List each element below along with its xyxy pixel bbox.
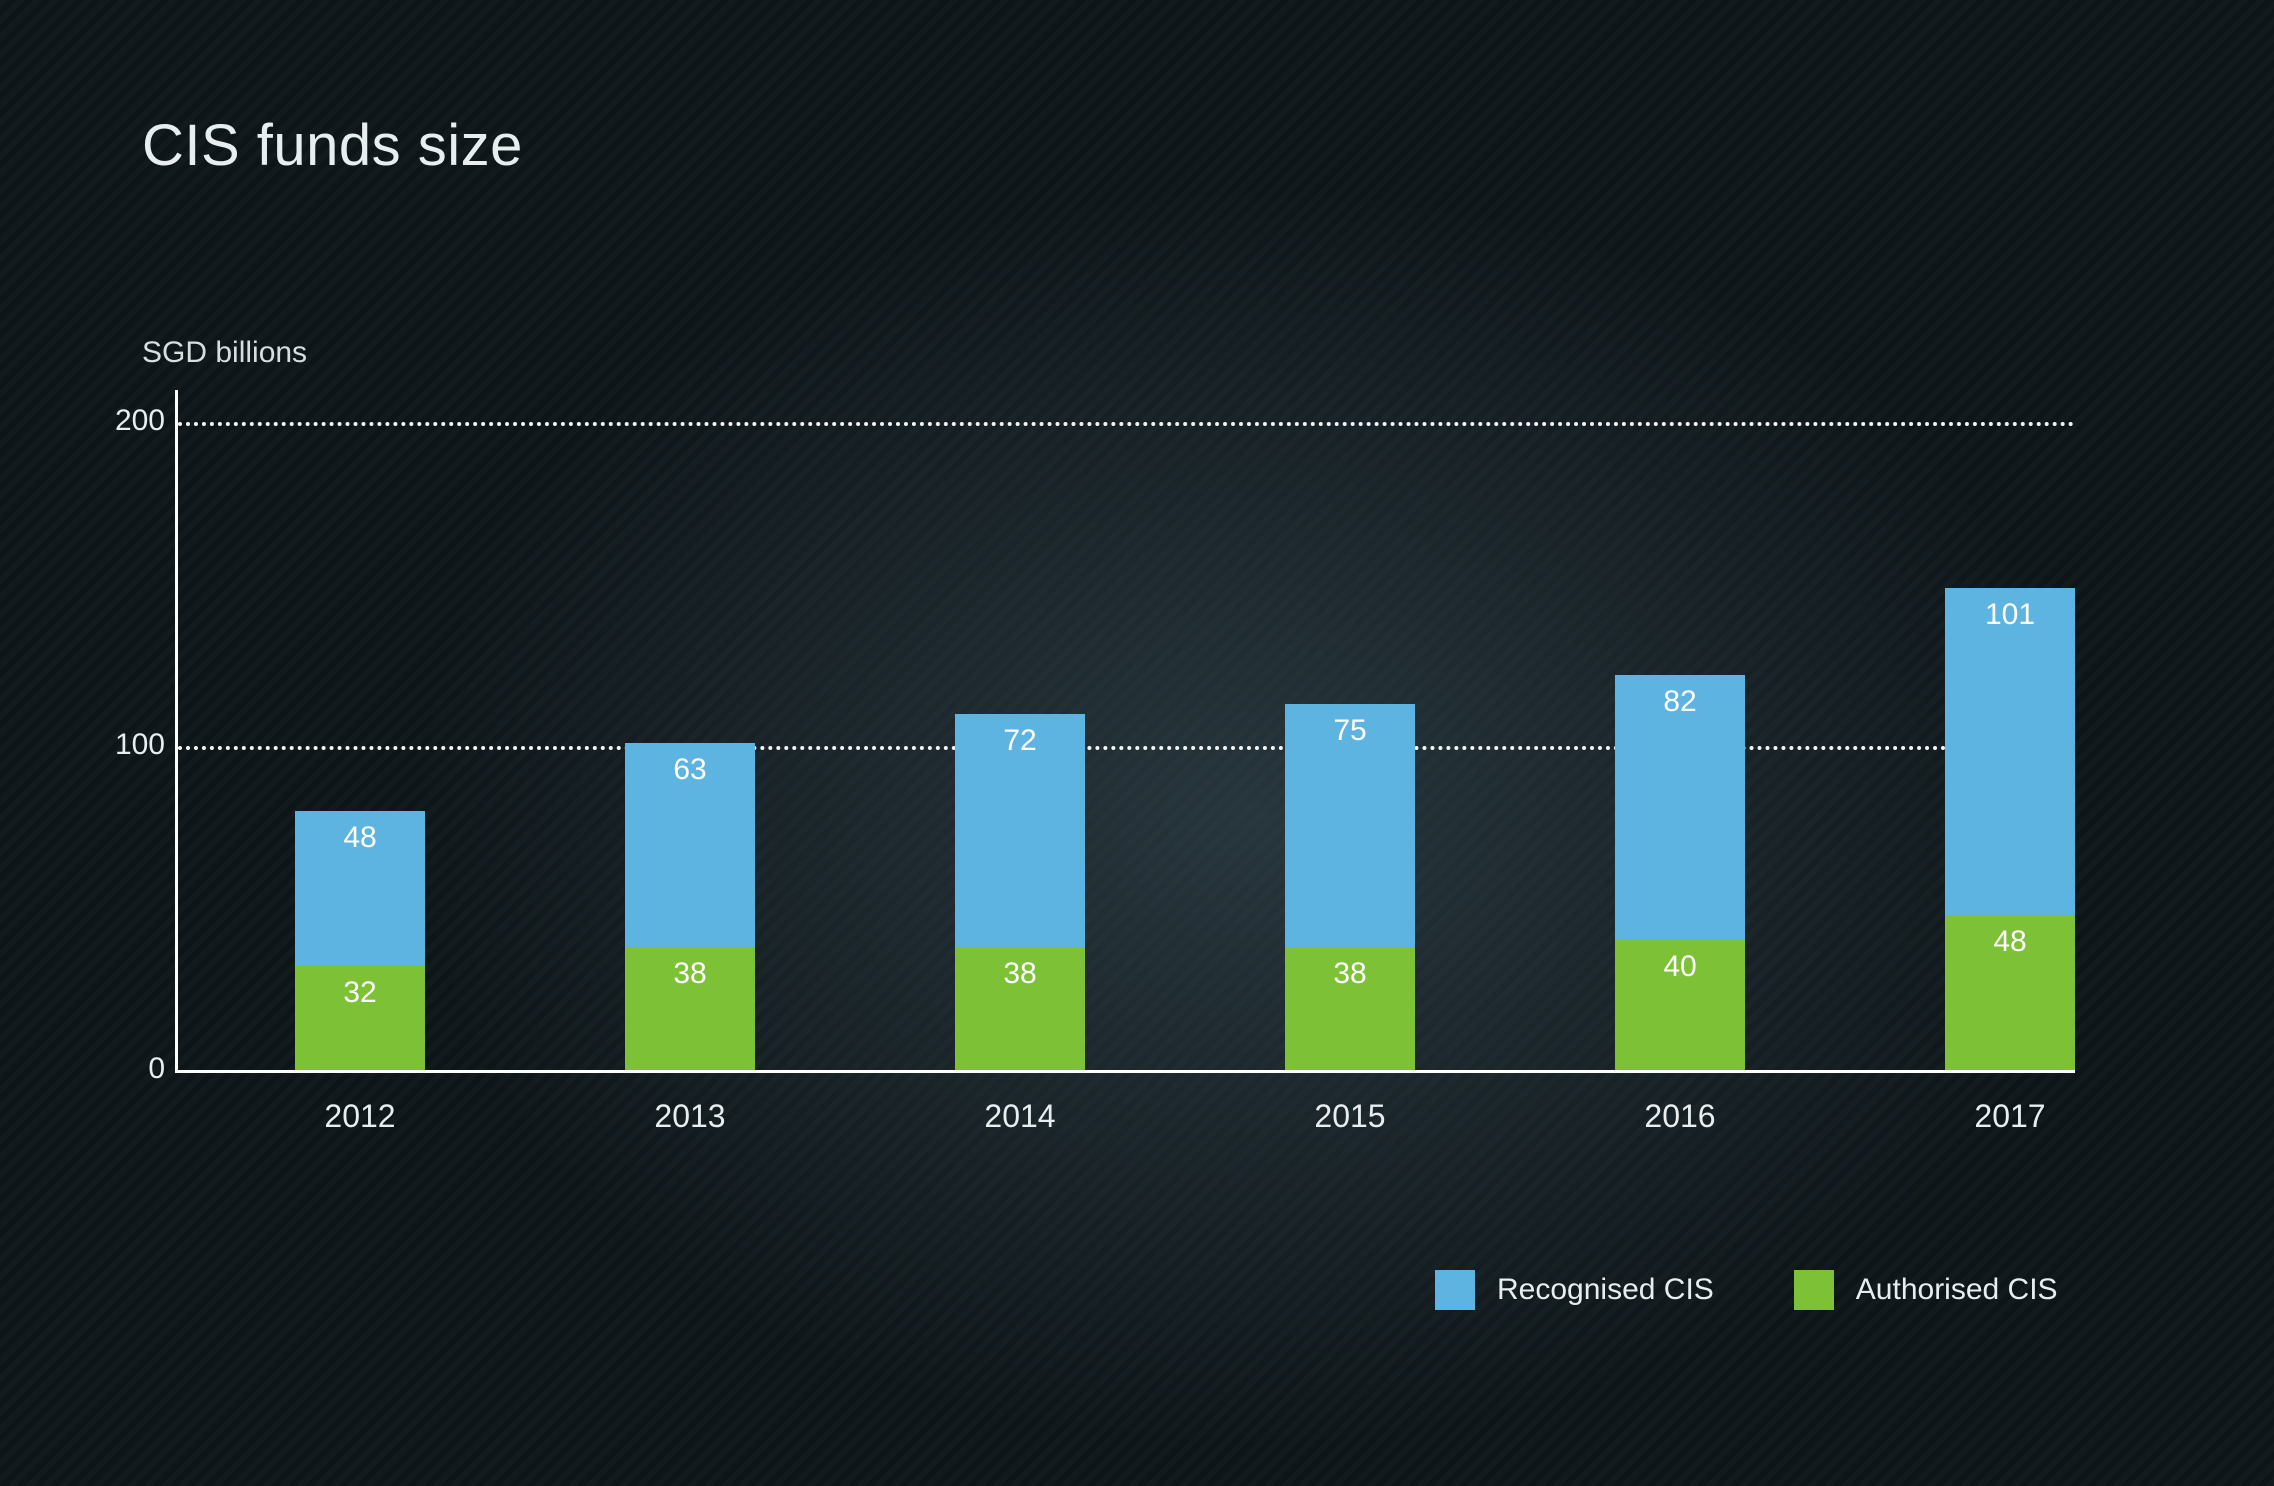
chart-container: CIS funds size SGD billions 0 100 200 32 48 2…	[0, 0, 2274, 1486]
bar-value-label: 38	[1333, 957, 1366, 991]
x-tick-label: 2015	[1314, 1098, 1385, 1135]
bar-value-label: 72	[1003, 724, 1036, 758]
legend: Recognised CIS Authorised CIS	[1435, 1270, 2058, 1310]
bar-value-label: 82	[1663, 685, 1696, 719]
legend-item: Recognised CIS	[1435, 1270, 1714, 1310]
y-tick-label: 200	[95, 404, 165, 438]
x-tick-label: 2014	[984, 1098, 1055, 1135]
x-tick-label: 2012	[324, 1098, 395, 1135]
gridline	[178, 422, 2075, 426]
y-tick-label: 100	[95, 728, 165, 762]
bar-value-label: 101	[1985, 598, 2035, 632]
legend-label: Authorised CIS	[1856, 1273, 2058, 1307]
plot-area: 0100200324820123863201338722014387520154…	[175, 390, 2075, 1070]
bar-value-label: 63	[673, 753, 706, 787]
y-axis-line	[175, 390, 178, 1070]
x-tick-label: 2013	[654, 1098, 725, 1135]
chart-title: CIS funds size	[142, 112, 523, 179]
x-tick-label: 2016	[1644, 1098, 1715, 1135]
legend-swatch	[1435, 1270, 1475, 1310]
y-axis-label: SGD billions	[142, 336, 307, 370]
x-axis-line	[175, 1070, 2075, 1073]
bar-value-label: 75	[1333, 714, 1366, 748]
bar-value-label: 40	[1663, 950, 1696, 984]
gridline	[178, 746, 2075, 750]
bar-recognised-cis	[1945, 588, 2075, 915]
legend-label: Recognised CIS	[1497, 1273, 1714, 1307]
bar-value-label: 38	[673, 957, 706, 991]
bar-value-label: 32	[343, 976, 376, 1010]
bar-value-label: 48	[343, 821, 376, 855]
bar-value-label: 48	[1993, 925, 2026, 959]
legend-item: Authorised CIS	[1794, 1270, 2058, 1310]
legend-swatch	[1794, 1270, 1834, 1310]
x-tick-label: 2017	[1974, 1098, 2045, 1135]
y-tick-label: 0	[95, 1052, 165, 1086]
bar-value-label: 38	[1003, 957, 1036, 991]
